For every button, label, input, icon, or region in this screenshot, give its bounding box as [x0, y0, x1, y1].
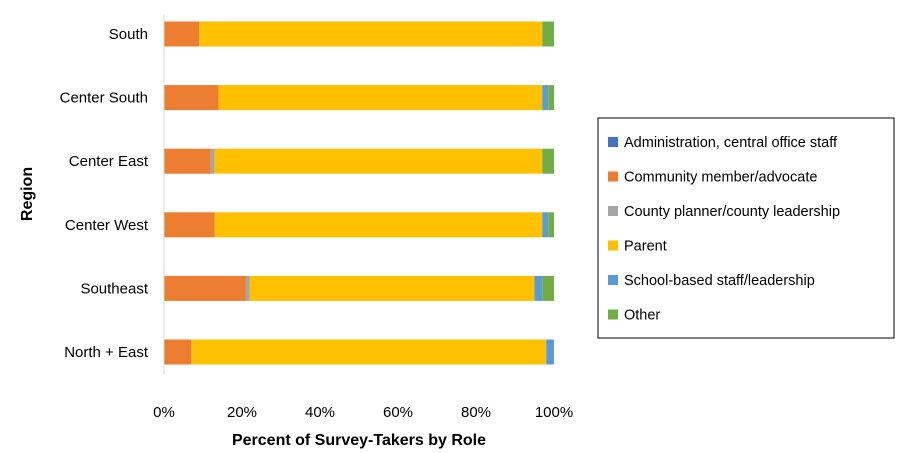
legend-swatch-community-member-advocate — [608, 171, 618, 182]
x-tick-label: 20% — [227, 404, 257, 421]
category-labels: South Center South Center East Center West S… — [60, 26, 149, 361]
legend-label: Parent — [624, 239, 667, 255]
x-tick-labels: 0% 20% 40% 60% 80% 100% — [153, 404, 573, 421]
legend: Administration, central office staff Comm… — [597, 117, 895, 339]
bar-center-south-community-member-advocate — [164, 85, 219, 111]
x-tick-label: 100% — [535, 404, 573, 421]
legend-swatch-parent — [608, 240, 618, 251]
bar-southeast-county-planner-county-leadership — [245, 275, 250, 301]
y-axis-title: Region — [19, 167, 36, 221]
bar-center-east-community-member-advocate — [164, 148, 211, 174]
bar-center-west-school-based-staff-leadership — [542, 212, 549, 238]
bar-center-east-county-planner-county-leadership — [210, 148, 215, 174]
bar-north-east-school-based-staff-leadership — [546, 339, 554, 365]
bar-center-west-parent — [214, 212, 543, 238]
bar-center-west-community-member-advocate — [164, 212, 215, 238]
category-label: North + East — [64, 344, 149, 361]
x-tick-label: 40% — [305, 404, 335, 421]
legend-swatch-county-planner-county-leadership — [608, 206, 618, 216]
x-axis-title: Percent of Survey-Takers by Role — [232, 432, 486, 449]
legend-label: Community member/advocate — [624, 170, 817, 186]
bar-south-other — [542, 21, 554, 47]
category-label: South — [109, 26, 148, 43]
bar-southeast-parent — [249, 275, 535, 301]
bar-north-east-parent — [191, 339, 547, 365]
legend-label: School-based staff/leadership — [624, 273, 815, 289]
legend-border — [597, 117, 895, 339]
legend-swatch-other — [608, 309, 618, 320]
x-tick-label: 80% — [461, 404, 491, 421]
x-tick-label: 60% — [383, 404, 413, 421]
bar-southeast-community-member-advocate — [164, 275, 246, 301]
bar-center-west-other — [548, 212, 554, 238]
bar-southeast-other — [542, 275, 554, 301]
legend-swatch-school-based-staff-leadership — [608, 275, 618, 285]
legend-label: Administration, central office staff — [624, 135, 838, 151]
category-label: Center East — [69, 153, 149, 170]
bars-layer — [164, 21, 554, 365]
category-label: Southeast — [80, 280, 148, 297]
bar-center-south-other — [548, 85, 554, 111]
bar-south-community-member-advocate — [164, 21, 200, 47]
bar-center-east-other — [542, 148, 554, 174]
bar-center-east-parent — [214, 148, 543, 174]
legend-label: Other — [624, 308, 660, 324]
bar-center-south-parent — [218, 85, 543, 111]
x-tick-label: 0% — [153, 404, 175, 421]
bar-center-south-school-based-staff-leadership — [542, 85, 549, 111]
bar-north-east-community-member-advocate — [164, 339, 192, 365]
legend-swatch-administration-central-office-staff — [608, 137, 618, 147]
category-label: Center South — [60, 90, 148, 107]
legend-label: County planner/county leadership — [624, 204, 840, 220]
bar-southeast-school-based-staff-leadership — [534, 275, 543, 301]
category-label: Center West — [65, 217, 149, 234]
bar-south-parent — [199, 21, 543, 47]
